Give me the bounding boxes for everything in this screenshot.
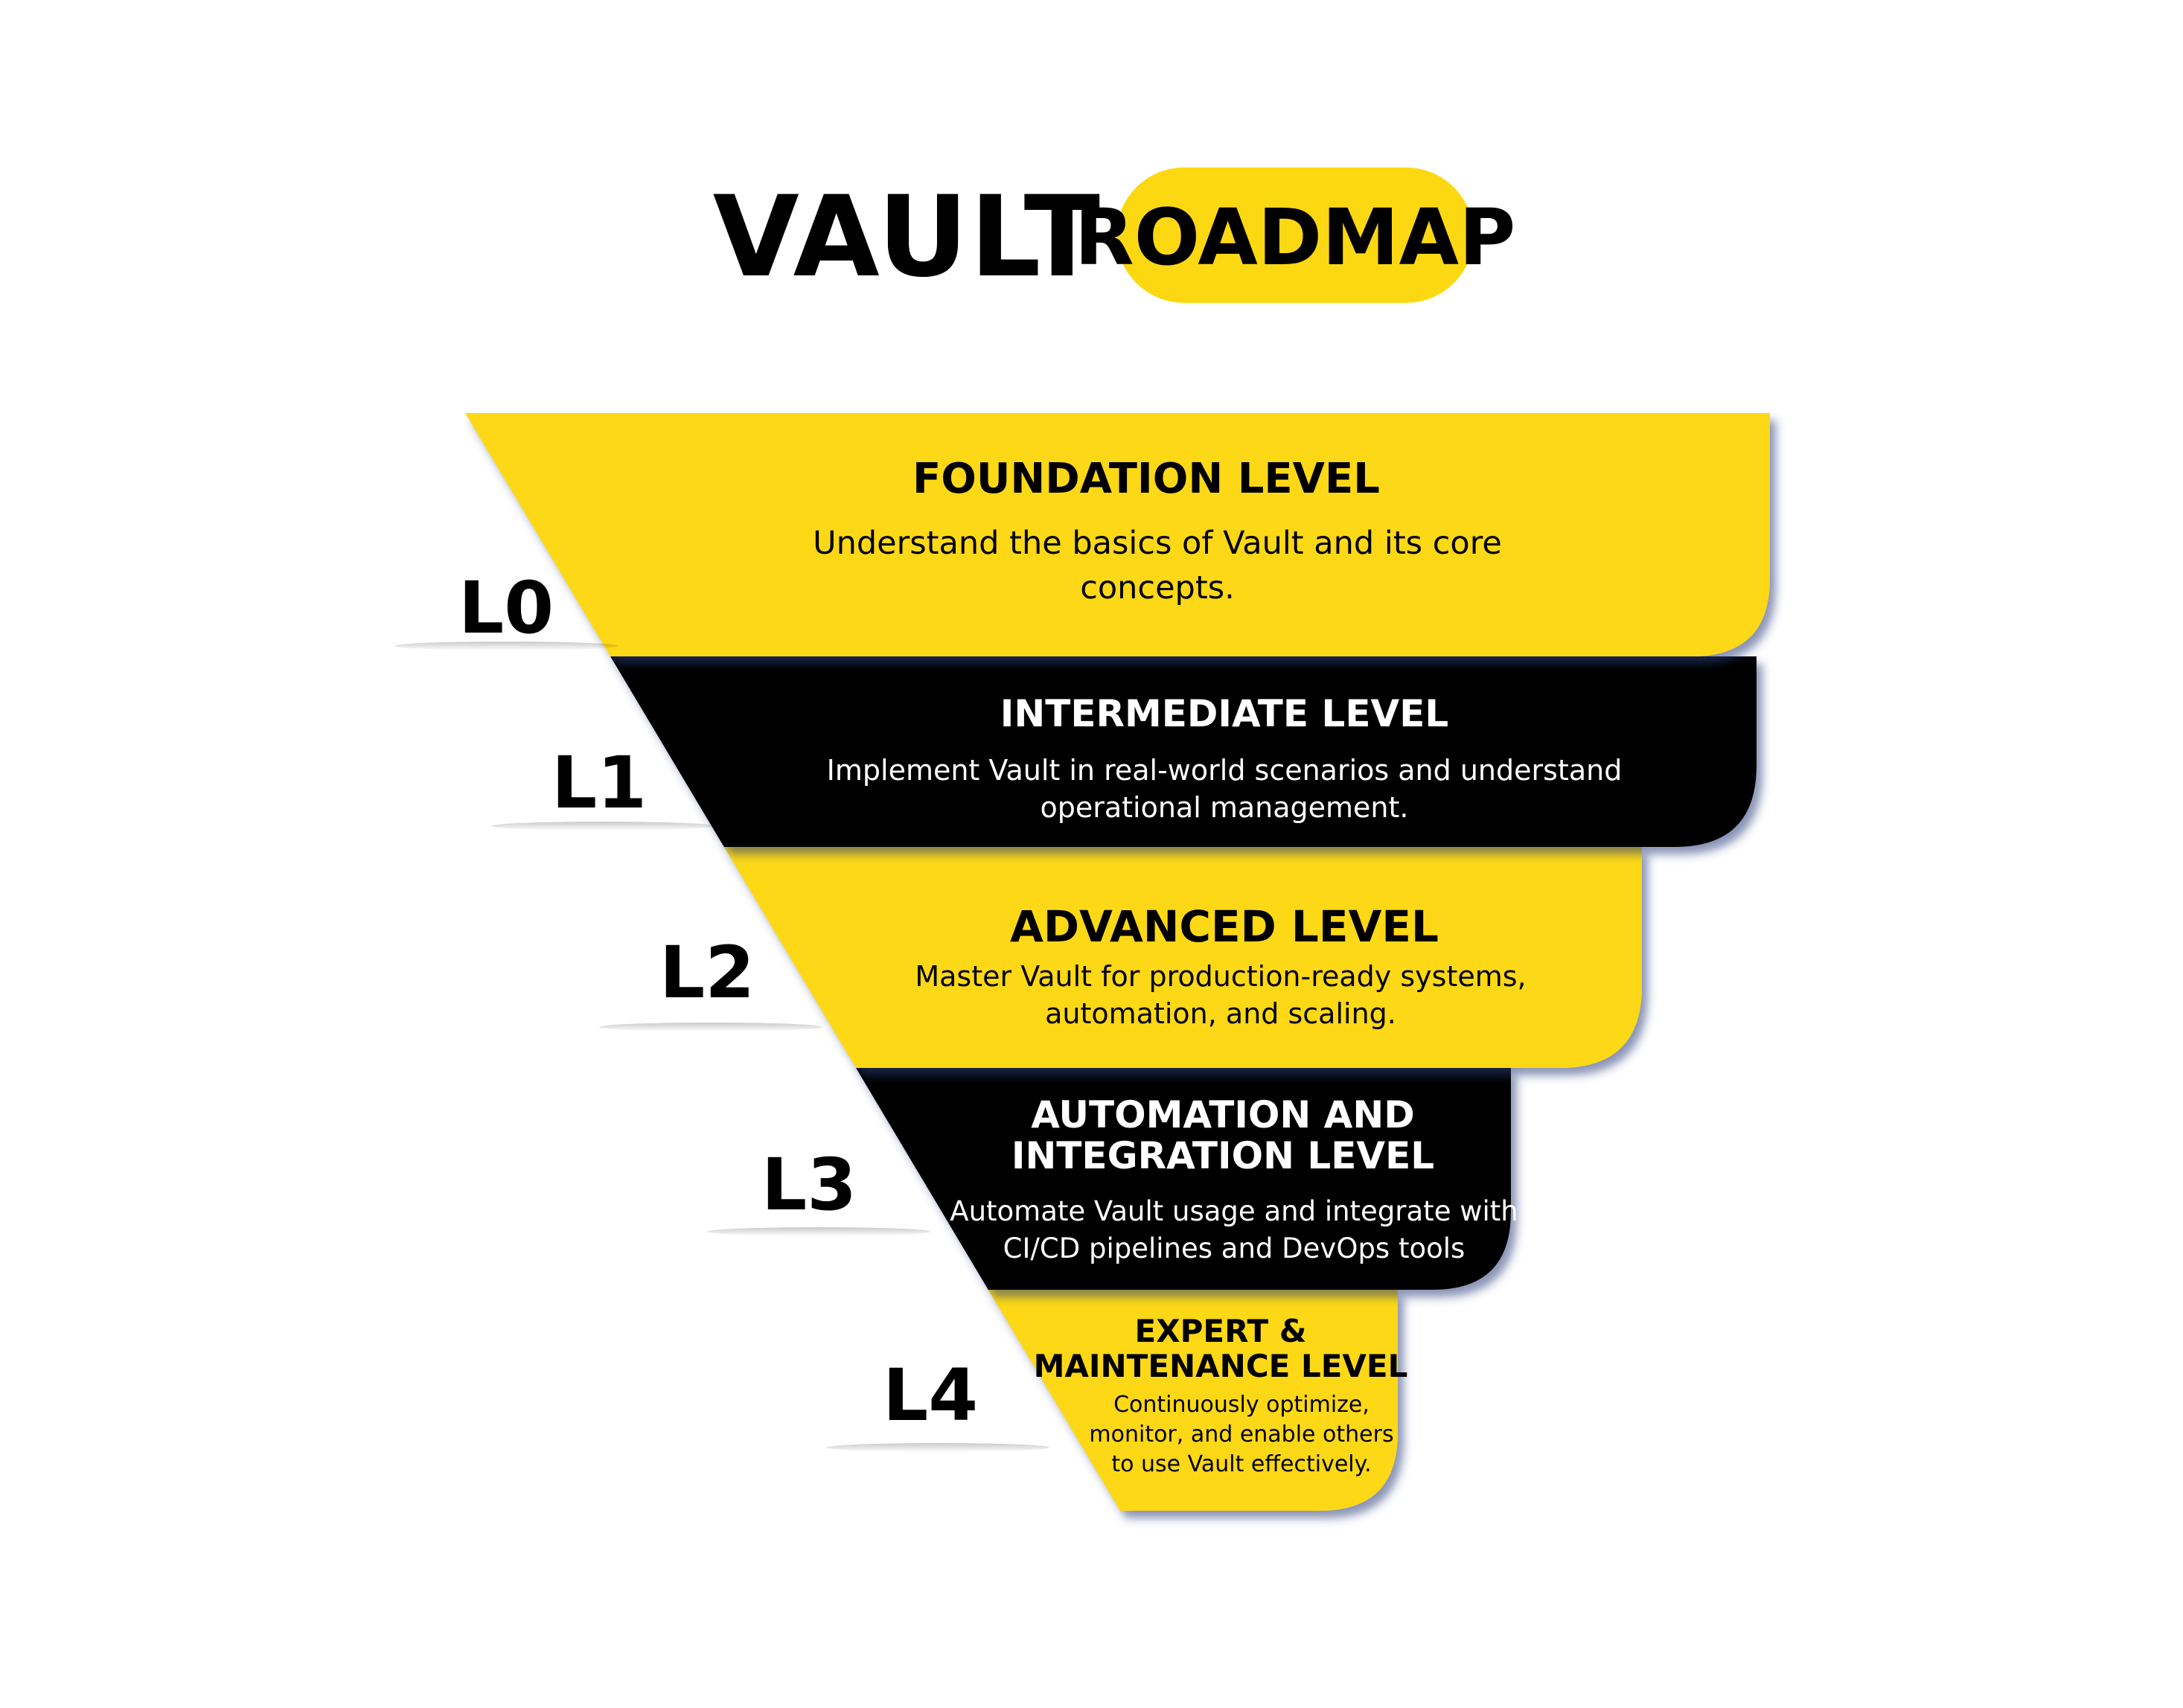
level-band-shape: [988, 1290, 1398, 1511]
level-code-text: L3: [761, 1143, 857, 1226]
funnel-bands: EXPERT &MAINTENANCE LEVEL Continuously op…: [465, 413, 1770, 1511]
level-code-shadow: [394, 642, 618, 650]
level-description: operational management.: [1040, 791, 1408, 824]
level-description: Master Vault for production-ready system…: [915, 960, 1526, 993]
level-description: Implement Vault in real-world scenarios …: [827, 754, 1623, 787]
level-description: concepts.: [1080, 569, 1235, 607]
level-code-l2: L2: [599, 931, 822, 1031]
level-description: Automate Vault usage and integrate with: [950, 1195, 1518, 1227]
level-code-shadow: [491, 822, 715, 831]
title-badge-pill: [1116, 167, 1474, 303]
level-description: to use Vault effectively.: [1111, 1451, 1371, 1477]
level-description: CI/CD pipelines and DevOps tools: [1003, 1232, 1466, 1264]
level-code-shadow: [826, 1443, 1049, 1452]
title-roadmap: ROADMAP: [1075, 192, 1516, 283]
level-code-shadow: [707, 1227, 930, 1236]
level-band-shape: [856, 1068, 1511, 1290]
level-band-shape: [723, 847, 1642, 1068]
level-code-shadow: [599, 1023, 822, 1031]
level-band-l2: ADVANCED LEVEL Master Vault for productio…: [723, 847, 1642, 1068]
level-band-l4: EXPERT &MAINTENANCE LEVEL Continuously op…: [988, 1290, 1408, 1511]
level-code-l0: L0: [394, 566, 618, 650]
level-title: INTEGRATION LEVEL: [1011, 1134, 1434, 1177]
level-band-shape: [465, 413, 1770, 656]
level-title: AUTOMATION AND: [1031, 1093, 1414, 1136]
level-title: FOUNDATION LEVEL: [912, 455, 1380, 503]
level-code-l1: L1: [491, 741, 715, 831]
level-code-text: L4: [883, 1354, 978, 1437]
level-description: monitor, and enable others: [1089, 1421, 1393, 1448]
level-labels: L0 L1 L2 L3 L4: [394, 566, 1049, 1452]
level-code-text: L1: [552, 741, 647, 825]
level-description: automation, and scaling.: [1045, 997, 1396, 1030]
title-vault: VAULT: [713, 173, 1102, 302]
level-band-shape: [610, 656, 1757, 847]
level-title: ADVANCED LEVEL: [1010, 901, 1439, 952]
level-title: INTERMEDIATE LEVEL: [1000, 692, 1448, 735]
level-band-l1: INTERMEDIATE LEVEL Implement Vault in rea…: [610, 656, 1757, 847]
level-description: Continuously optimize,: [1113, 1392, 1369, 1418]
level-title: MAINTENANCE LEVEL: [1034, 1348, 1408, 1384]
level-code-l4: L4: [826, 1354, 1049, 1452]
level-code-l3: L3: [707, 1143, 930, 1236]
level-band-l0: FOUNDATION LEVEL Understand the basics of…: [465, 413, 1770, 656]
level-code-text: L2: [659, 931, 755, 1014]
level-code-text: L0: [458, 566, 554, 650]
level-description: Understand the basics of Vault and its c…: [813, 525, 1502, 562]
level-title: EXPERT &: [1135, 1313, 1307, 1349]
